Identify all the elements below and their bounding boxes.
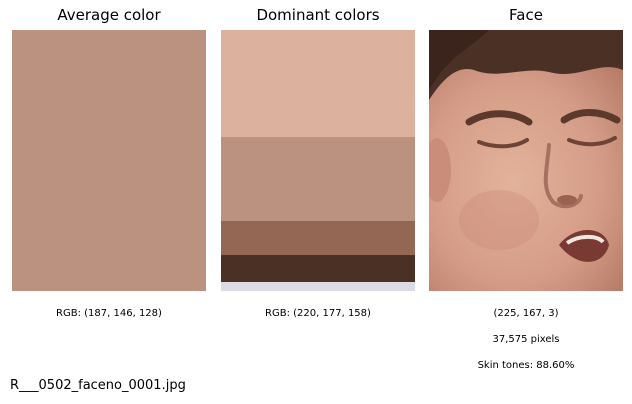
face-illustration	[429, 30, 623, 291]
dominant-color-band	[221, 137, 415, 221]
dominant-rgb-label: RGB: (220, 177, 158)	[265, 308, 371, 319]
average-color-title: Average color	[57, 6, 161, 24]
dominant-colors-stack	[221, 30, 415, 291]
dominant-color-band	[221, 30, 415, 137]
face-rgb-label: (225, 167, 3)	[493, 308, 559, 319]
face-pixel-count: 37,575 pixels	[492, 334, 560, 345]
dominant-color-band	[221, 282, 415, 291]
image-filename: R___0502_faceno_0001.jpg	[10, 378, 186, 393]
average-rgb-label: RGB: (187, 146, 128)	[56, 308, 162, 319]
face-title: Face	[509, 6, 543, 24]
dominant-colors-title: Dominant colors	[256, 6, 380, 24]
face-image	[429, 30, 623, 291]
dominant-color-band	[221, 221, 415, 255]
average-color-swatch	[12, 30, 206, 291]
dominant-color-band	[221, 255, 415, 282]
skin-tones-percentage: Skin tones: 88.60%	[477, 360, 575, 371]
